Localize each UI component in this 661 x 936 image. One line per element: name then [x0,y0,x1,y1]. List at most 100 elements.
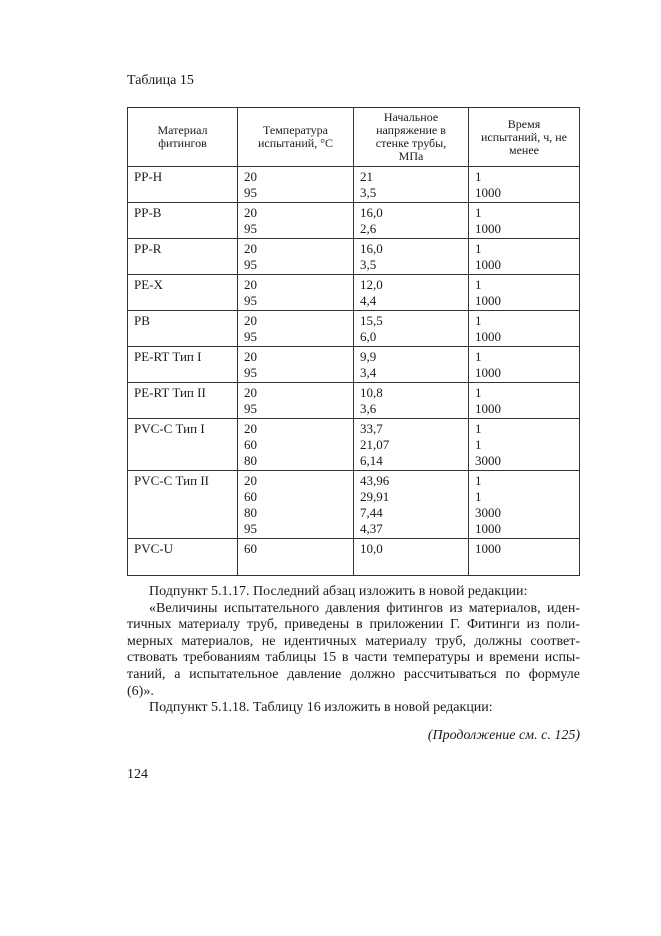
temperature-cell-value: 20 [244,205,257,220]
time-cell-value: 1 [475,421,482,436]
temperature-cell-value: 20 [244,421,257,436]
material-cell: PP-H [127,166,238,203]
time-cell-value: 1 [475,313,482,328]
temperature-cell: 20 95 [237,346,354,383]
time-cell-value: 1 [475,437,482,452]
stress-cell-value: 3,5 [360,185,377,200]
time-cell-value: 1 [475,241,482,256]
temperature-cell: 20 95 [237,166,354,203]
header-time: Время испытаний, ч, не менее [468,107,580,167]
material-cell: PVC-C Тип II [127,470,238,539]
temperature-cell-value: 20 [244,169,257,184]
stress-cell: 43,96 29,91 7,44 4,37 [353,470,469,539]
time-cell-value: 1 [475,489,482,504]
time-cell-value: 1 [475,385,482,400]
quote-line: мерных материалов, не идентичных материа… [127,633,580,649]
stress-cell-value: 6,14 [360,453,383,468]
time-cell-value: 1000 [475,401,501,416]
temperature-cell-value: 20 [244,241,257,256]
stress-cell-value: 2,6 [360,221,377,236]
table-header-row: Материал фитингов Температура испытаний,… [127,107,580,167]
material-cell: PP-R [127,238,238,275]
temperature-cell-value: 20 [244,473,257,488]
table-row: PE-RT Тип I 20 95 9,9 3,4 1 1000 [127,346,580,383]
temperature-cell: 20 95 [237,202,354,239]
time-cell-value: 3000 [475,453,501,468]
quote-line: (6)». [127,683,154,699]
quote-line: ствовать требованиям таблицы 15 в части … [127,650,580,666]
time-cell-value: 1 [475,473,482,488]
material-cell: PE-X [127,274,238,311]
stress-cell: 10,8 3,6 [353,382,469,419]
page-content: Таблица 15 Материал фитингов Температура… [127,72,580,783]
temperature-cell: 20 95 [237,238,354,275]
temperature-cell-value: 95 [244,329,257,344]
time-cell-value: 1000 [475,365,501,380]
stress-cell-value: 10,8 [360,385,383,400]
header-material: Материал фитингов [127,107,238,167]
table-row: PVC-U 60 10,0 1000 [127,538,580,576]
temperature-cell: 60 [237,538,354,576]
quote-line: таний, а испытательное давление должно р… [127,666,580,682]
stress-cell: 33,7 21,07 6,14 [353,418,469,471]
temperature-cell-value: 95 [244,521,257,536]
table-row: PP-H 20 95 21 3,5 1 1000 [127,166,580,203]
stress-cell-value: 21,07 [360,437,390,452]
stress-cell: 15,5 6,0 [353,310,469,347]
stress-cell-value: 3,5 [360,257,377,272]
stress-cell-value: 15,5 [360,313,383,328]
time-cell-value: 1 [475,205,482,220]
temperature-cell-value: 80 [244,505,257,520]
stress-cell-value: 4,4 [360,293,377,308]
time-cell: 1 1000 [468,346,580,383]
time-cell-value: 1 [475,277,482,292]
temperature-cell: 20 95 [237,274,354,311]
table-row: PP-R 20 95 16,0 3,5 1 1000 [127,238,580,275]
body-text: Подпункт 5.1.17. Последний абзац изложит… [127,584,580,717]
material-cell: PVC-U [127,538,238,576]
temperature-cell-value: 95 [244,293,257,308]
time-cell: 1 1000 [468,274,580,311]
time-cell-value: 1000 [475,521,501,536]
table-15: Материал фитингов Температура испытаний,… [127,107,580,576]
temperature-cell-value: 20 [244,313,257,328]
quote-line: «Величины испытательного давления фитинг… [149,600,580,616]
stress-cell-value: 21 [360,169,373,184]
temperature-cell-value: 95 [244,185,257,200]
table-row: PE-RT Тип II 20 95 10,8 3,6 1 1000 [127,382,580,419]
stress-cell-value: 33,7 [360,421,383,436]
paragraph-5-1-18: Подпункт 5.1.18. Таблицу 16 изложить в н… [149,700,493,716]
time-cell-value: 1000 [475,185,501,200]
paragraph-5-1-17: Подпункт 5.1.17. Последний абзац изложит… [149,584,528,599]
stress-cell-value: 3,6 [360,401,377,416]
page-number: 124 [127,766,148,782]
stress-cell: 9,9 3,4 [353,346,469,383]
time-cell-value: 1000 [475,221,501,236]
temperature-cell: 20 95 [237,382,354,419]
stress-cell: 21 3,5 [353,166,469,203]
table-row: PVC-C Тип I 20 60 80 33,7 21,07 6,14 1 1 3000 [127,418,580,471]
time-cell-value: 1000 [475,293,501,308]
time-cell-value: 1 [475,349,482,364]
time-cell: 1 1000 [468,166,580,203]
stress-cell-value: 7,44 [360,505,383,520]
stress-cell-value: 16,0 [360,205,383,220]
time-cell-value: 1000 [475,541,501,556]
temperature-cell-value: 95 [244,257,257,272]
header-stress: Начальное напряжение в стенке трубы, МПа [353,107,469,167]
time-cell: 1 1000 [468,202,580,239]
stress-cell-value: 10,0 [360,541,383,556]
stress-cell-value: 6,0 [360,329,377,344]
table-caption: Таблица 15 [127,73,194,88]
stress-cell-value: 12,0 [360,277,383,292]
stress-cell: 12,0 4,4 [353,274,469,311]
header-temperature: Температура испытаний, °С [237,107,354,167]
stress-cell-value: 16,0 [360,241,383,256]
continuation-note: (Продолжение см. с. 125) [427,727,580,743]
stress-cell: 16,0 3,5 [353,238,469,275]
material-cell: PP-B [127,202,238,239]
stress-cell-value: 43,96 [360,473,390,488]
time-cell: 1 1000 [468,310,580,347]
temperature-cell-value: 80 [244,453,257,468]
time-cell: 1000 [468,538,580,576]
